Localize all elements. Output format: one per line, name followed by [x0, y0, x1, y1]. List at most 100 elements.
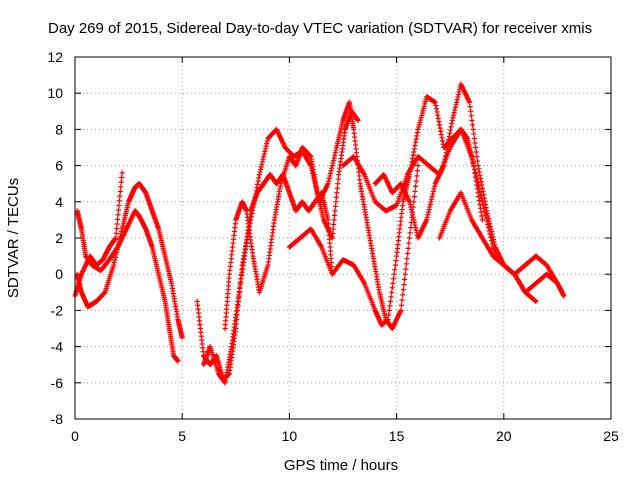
y-tick-labels: -8 -6 -4 -2 0 2 4 6 8 10 12: [47, 49, 63, 427]
data-point: [447, 127, 454, 133]
data-point: [329, 165, 335, 171]
chart-title: Day 269 of 2015, Sidereal Day-to-day VTE…: [48, 20, 592, 37]
data-point: [407, 201, 413, 207]
data-point: [386, 307, 392, 313]
data-point: [485, 213, 491, 219]
data-point: [118, 231, 124, 237]
data-point: [330, 157, 337, 164]
data-point: [327, 170, 334, 176]
data-point: [389, 285, 395, 291]
data-point: [261, 153, 267, 160]
data-point: [428, 199, 434, 205]
data-point: [264, 138, 270, 144]
data-point: [446, 137, 452, 143]
data-point: [477, 175, 484, 182]
data-point: [392, 262, 398, 268]
data-point: [443, 153, 449, 159]
y-tick-label: 2: [55, 230, 63, 246]
data-point: [390, 280, 396, 286]
y-tick-label: -2: [51, 302, 64, 318]
data-point: [406, 199, 413, 205]
data-point: [413, 227, 419, 233]
data-point: [435, 115, 441, 122]
data-point: [472, 170, 479, 176]
data-point: [450, 112, 457, 118]
data-point: [331, 155, 337, 161]
data-point: [411, 149, 417, 155]
data-point: [114, 247, 120, 253]
data-point: [456, 89, 462, 95]
data-point: [412, 139, 419, 145]
data-point: [488, 226, 494, 232]
data-point: [333, 147, 339, 153]
data-point: [412, 188, 418, 195]
y-tick-label: 6: [55, 158, 63, 174]
data-point: [413, 178, 419, 184]
data-point: [478, 195, 485, 202]
data-point: [117, 236, 123, 242]
data-point: [469, 157, 476, 163]
data-point: [119, 170, 125, 176]
data-point: [325, 181, 331, 187]
data-point: [438, 128, 444, 134]
data-point: [478, 192, 484, 198]
data-point: [330, 230, 336, 237]
data-point: [451, 109, 457, 116]
data-point: [115, 241, 122, 248]
data-point: [491, 239, 497, 245]
data-point: [478, 209, 484, 215]
data-point: [329, 163, 335, 169]
data-point: [476, 169, 482, 175]
data-point: [403, 266, 409, 272]
data-point: [407, 230, 413, 236]
data-point: [333, 194, 340, 200]
data-point: [116, 239, 122, 245]
data-point: [334, 185, 340, 191]
data-point: [479, 199, 485, 205]
series-track-9: [372, 81, 539, 304]
data-point: [430, 191, 436, 197]
data-point: [409, 212, 416, 218]
x-tick-label: 10: [282, 428, 298, 444]
data-point: [469, 153, 475, 160]
data-point: [411, 219, 417, 226]
data-point: [113, 230, 119, 236]
data-point: [408, 204, 414, 210]
y-tick-label: -6: [51, 375, 64, 391]
data-point: [259, 161, 265, 167]
data-point: [429, 194, 435, 200]
data-point: [439, 138, 446, 144]
x-tick-label: 0: [71, 428, 79, 444]
data-point: [430, 188, 436, 195]
data-point: [479, 213, 485, 219]
data-point: [113, 252, 119, 258]
data-point: [444, 143, 451, 149]
data-point: [114, 221, 120, 227]
data-point: [433, 106, 440, 112]
series-track-2: [74, 181, 185, 341]
data-point: [403, 261, 410, 267]
data-point: [488, 228, 495, 235]
data-point: [487, 223, 493, 229]
data-point: [436, 122, 443, 128]
data-point: [331, 212, 338, 218]
data-point: [449, 120, 455, 127]
x-tick-labels: 0 5 10 15 20 25: [71, 428, 619, 444]
data-point: [118, 184, 124, 190]
data-point: [561, 293, 567, 299]
data-point: [450, 115, 456, 121]
series-track-5: [201, 172, 335, 386]
data-point: [482, 198, 488, 204]
data-point: [114, 249, 120, 255]
data-point: [404, 256, 410, 262]
data-point: [470, 126, 476, 132]
data-point: [471, 163, 477, 169]
data-point: [479, 217, 485, 223]
data-point: [179, 334, 185, 341]
data-point: [454, 97, 460, 103]
data-point: [468, 108, 474, 114]
data-point: [412, 222, 418, 228]
data-point: [401, 276, 408, 282]
data-point: [427, 204, 433, 210]
data-point: [262, 146, 269, 152]
